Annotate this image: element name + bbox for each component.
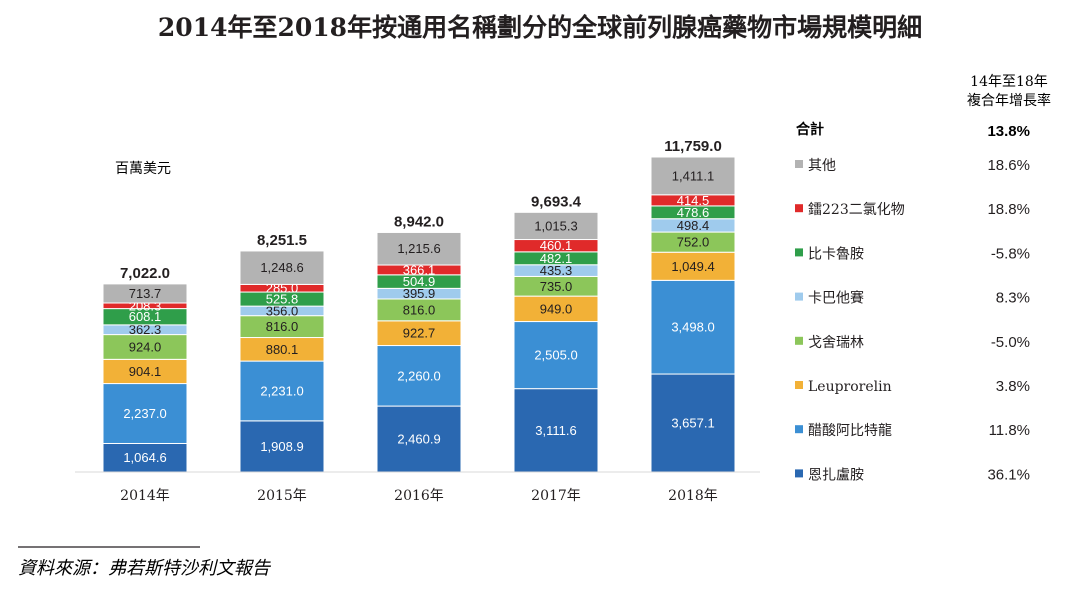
legend-swatch — [795, 160, 803, 168]
bar-segment — [513, 295, 599, 323]
legend-swatch — [795, 469, 803, 478]
legend-total-label: 合計 — [796, 121, 824, 138]
bar-segment — [376, 231, 462, 266]
bar-value-label: 3,657.1 — [671, 416, 714, 431]
legend-series-cagr: 3.8% — [996, 378, 1030, 395]
legend-series-cagr: 18.6% — [987, 157, 1030, 174]
legend-series-name: 其他 — [808, 158, 836, 174]
legend-series-cagr: 11.8% — [989, 422, 1030, 439]
bar-value-label: 949.0 — [540, 301, 573, 316]
bar-value-label: 752.0 — [677, 235, 710, 250]
bar-value-label: 1,064.6 — [123, 450, 166, 465]
bar-segment — [376, 405, 462, 473]
bar-value-label: 1,015.3 — [534, 218, 577, 233]
source-note: 資料來源：弗若斯特沙利文報告 — [18, 558, 272, 579]
bar-value-label: 2,260.0 — [397, 368, 440, 383]
legend-swatch — [795, 425, 803, 434]
chart-title: 2014年至2018年按通用名稱劃分的全球前列腺癌藥物市場規模明細 — [158, 13, 922, 42]
bar-value-label: 608.1 — [129, 309, 162, 324]
cagr-header-line1: 14年至18年 — [970, 74, 1048, 90]
bar-value-label: 482.1 — [540, 251, 573, 266]
bar-value-label: 904.1 — [129, 364, 162, 379]
bar-value-label: 816.0 — [266, 319, 299, 334]
legend-series-name: 比卡魯胺 — [808, 246, 864, 262]
bar-value-label: 922.7 — [403, 326, 436, 341]
legend-series-cagr: -5.0% — [991, 334, 1030, 351]
x-axis-labels: 2014年 2015年 2016年 2017年 2018年 — [120, 488, 718, 504]
bar-value-label: 1,049.4 — [671, 259, 714, 274]
bar-value-label: 3,498.0 — [671, 320, 714, 335]
legend-series-name: 卡巴他賽 — [808, 290, 864, 307]
bar-value-label: 414.5 — [677, 193, 710, 208]
bar-value-label: 2,505.0 — [534, 348, 577, 363]
bar-total-label: 7,022.0 — [120, 265, 170, 282]
legend-total-cagr: 13.8% — [987, 123, 1030, 140]
legend-series-name: 醋酸阿比特龍 — [808, 422, 892, 439]
legend-series-name: 恩扎盧胺 — [808, 467, 864, 483]
unit-label: 百萬美元 — [115, 161, 171, 177]
legend-swatch — [795, 248, 803, 257]
bar-segment — [102, 383, 188, 444]
legend-series-name: 鐳223二氯化物 — [808, 202, 905, 218]
x-tick-label: 2016年 — [394, 488, 444, 504]
legend-items: 其他 18.6% 鐳223二氯化物 18.8% 比卡魯胺 -5.8% 卡巴他賽 8.3% 戈舍瑞… — [795, 157, 1030, 483]
bar-total-label: 8,942.0 — [394, 213, 444, 230]
bar-value-label: 435.3 — [540, 263, 573, 278]
bar-value-label: 498.4 — [677, 218, 710, 233]
bar-total-label: 9,693.4 — [531, 193, 582, 210]
legend-series-cagr: 18.8% — [987, 201, 1030, 218]
bar-segment — [650, 156, 736, 196]
legend-series-cagr: -5.8% — [991, 245, 1030, 262]
bar-segment — [239, 250, 325, 285]
bar-value-label: 1,908.9 — [260, 439, 303, 454]
bar-value-label: 735.0 — [540, 279, 573, 294]
legend-series-cagr: 36.1% — [987, 466, 1030, 483]
legend-series-name: Leuprorelin — [808, 379, 892, 395]
bar-value-label: 356.0 — [266, 303, 299, 318]
bar-segment — [239, 420, 325, 473]
bar-segment — [102, 442, 188, 473]
legend-swatch — [795, 292, 803, 301]
legend-series-name: 戈舍瑞林 — [808, 335, 864, 351]
x-tick-label: 2015年 — [257, 488, 307, 504]
bar-segment — [513, 321, 599, 390]
bar-value-label: 3,111.6 — [535, 423, 576, 438]
legend-series-cagr: 8.3% — [996, 290, 1030, 307]
bar-value-label: 460.1 — [540, 238, 573, 253]
bar-value-label: 2,231.0 — [260, 383, 303, 398]
bar-value-label: 2,460.9 — [397, 432, 440, 447]
bar-value-label: 478.6 — [677, 205, 710, 220]
legend-swatch — [795, 336, 803, 345]
bar-total-label: 8,251.5 — [257, 232, 307, 249]
legend: 14年至18年 複合年增長率 合計 13.8% 其他 18.6% 鐳223二氯化物 1… — [795, 74, 1051, 483]
bar-value-label: 366.1 — [403, 262, 436, 277]
bar-value-label: 1,215.6 — [397, 241, 440, 256]
bar-value-label: 713.7 — [129, 286, 162, 301]
bar-value-label: 1,248.6 — [260, 260, 303, 275]
bar-value-label: 1,411.1 — [672, 168, 714, 183]
x-tick-label: 2014年 — [120, 488, 170, 504]
bar-value-label: 924.0 — [129, 339, 162, 354]
bar-segment — [513, 388, 599, 473]
bar-segment — [650, 279, 736, 375]
bar-segment — [102, 334, 188, 360]
bars-group: 1,064.62,237.0904.1924.0362.3608.1208.37… — [102, 138, 736, 473]
bar-value-label: 525.8 — [266, 292, 299, 307]
bar-segment — [513, 211, 599, 241]
legend-swatch — [795, 204, 803, 213]
bar-segment — [102, 283, 188, 304]
legend-swatch — [795, 381, 803, 389]
bar-value-label: 395.9 — [403, 286, 436, 301]
bar-value-label: 362.3 — [129, 322, 162, 337]
x-tick-label: 2017年 — [531, 488, 581, 504]
bar-value-label: 2,237.0 — [123, 406, 166, 421]
bar-segment — [239, 360, 325, 422]
bar-value-label: 504.9 — [403, 274, 436, 289]
x-tick-label: 2018年 — [668, 488, 718, 504]
bar-value-label: 880.1 — [266, 342, 299, 357]
bar-value-label: 816.0 — [403, 302, 436, 317]
bar-total-label: 11,759.0 — [664, 138, 722, 155]
cagr-header-line2: 複合年增長率 — [967, 92, 1051, 109]
